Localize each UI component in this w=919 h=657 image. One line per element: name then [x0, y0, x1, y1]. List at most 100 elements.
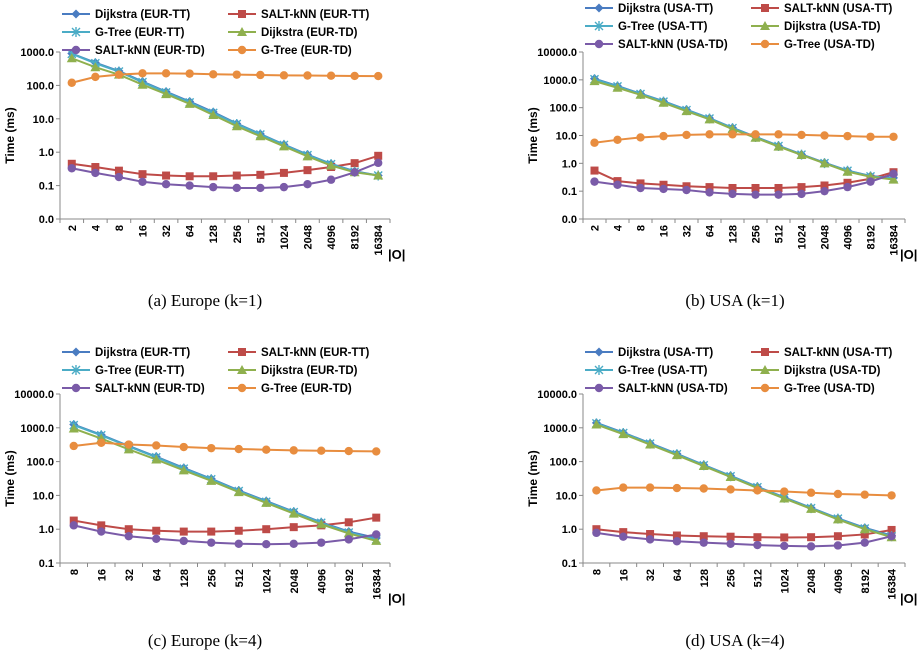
y-tick-label: 0.0: [39, 214, 54, 226]
legend-marker: [760, 383, 770, 393]
series-line: [596, 528, 892, 539]
legend-marker: [237, 27, 247, 36]
legend-label: SALT-kNN (USA-TD): [618, 39, 728, 51]
series-line: [73, 524, 377, 546]
x-tick-label: 4: [90, 224, 102, 231]
data-point: [138, 177, 147, 186]
data-point: [326, 160, 337, 170]
data-point: [279, 182, 289, 192]
data-point: [797, 130, 806, 140]
x-tick-label: 8: [636, 225, 648, 231]
data-point: [807, 533, 816, 542]
data-point: [618, 429, 629, 439]
data-point: [859, 524, 870, 534]
data-point: [372, 513, 381, 522]
data-point: [67, 78, 76, 87]
data-point: [303, 71, 312, 80]
data-point: [727, 124, 738, 134]
legend-label: SALT-kNN (EUR-TD): [95, 45, 205, 57]
legend-label: SALT-kNN (EUR-TT): [261, 9, 370, 21]
data-point: [612, 82, 623, 92]
data-point: [889, 132, 898, 141]
data-point: [161, 69, 171, 78]
y-tick-label: 1.0: [39, 147, 54, 159]
x-tick-label: 16: [618, 569, 630, 581]
data-point: [820, 181, 829, 190]
data-point: [262, 539, 271, 549]
data-point: [67, 164, 76, 173]
data-point: [820, 186, 829, 196]
x-tick-label: 8: [591, 569, 603, 575]
y-tick-label: 0.1: [562, 186, 577, 198]
x-tick-label: 32: [124, 569, 136, 581]
y-tick-label: 0.1: [39, 181, 54, 193]
legend-marker: [594, 347, 604, 357]
x-tick-label: 256: [232, 225, 244, 243]
legend-label: Dijkstra (USA-TT): [618, 3, 713, 15]
x-tick-label: 2048: [806, 569, 818, 593]
y-tick-label: 10000.0: [14, 389, 54, 401]
x-tick-label: 4096: [326, 225, 338, 249]
data-point: [344, 518, 353, 527]
series-line: [73, 427, 377, 542]
data-point: [797, 183, 806, 192]
panel-caption: (a) Europe (k=1): [148, 291, 262, 310]
series-3: [66, 53, 384, 180]
data-point: [326, 71, 336, 80]
y-axis-title: Time (ms): [526, 107, 540, 163]
legend-marker: [71, 383, 81, 393]
data-point: [209, 70, 218, 79]
data-point: [619, 483, 628, 492]
series-4: [592, 528, 896, 551]
legend-marker: [71, 365, 81, 375]
y-tick-label: 1.0: [39, 524, 54, 536]
x-tick-label: 8: [114, 225, 126, 231]
data-point: [234, 444, 243, 454]
data-point: [289, 446, 298, 455]
data-point: [591, 419, 602, 429]
data-point: [753, 533, 762, 542]
x-tick-label: 16: [96, 569, 108, 581]
legend-marker: [594, 365, 604, 375]
series-1: [69, 513, 381, 536]
data-point: [97, 521, 106, 530]
data-point: [726, 485, 735, 494]
data-point: [90, 62, 101, 72]
data-point: [372, 530, 381, 539]
x-tick-label: 32: [645, 569, 657, 581]
data-point: [806, 542, 816, 551]
series-line: [73, 424, 377, 541]
data-point: [725, 472, 736, 482]
data-point: [278, 141, 289, 151]
data-point: [374, 71, 383, 81]
data-point: [636, 133, 645, 142]
legend-marker: [71, 347, 81, 357]
data-point: [326, 175, 336, 184]
data-point: [645, 439, 656, 449]
data-point: [659, 180, 668, 189]
data-point: [372, 447, 381, 456]
data-point: [753, 540, 762, 550]
data-point: [234, 539, 243, 548]
data-point: [261, 497, 272, 507]
legend-marker: [237, 45, 247, 55]
data-point: [866, 132, 875, 141]
data-point: [255, 131, 266, 141]
chart-panel-1: 0.0 0.1 1.0 10.0 100.0 1000.0 10000.0 Time (ms)…: [526, 3, 917, 310]
series-4: [69, 521, 381, 549]
data-point: [303, 166, 312, 175]
data-point: [796, 149, 807, 159]
data-point: [672, 531, 681, 540]
data-point: [672, 483, 682, 493]
x-tick-label: 64: [185, 224, 197, 237]
x-tick-label: 8192: [350, 225, 362, 249]
data-point: [889, 169, 898, 179]
series-5: [590, 130, 898, 147]
series-3: [591, 419, 897, 542]
legend-marker: [71, 9, 81, 19]
legend-label: SALT-kNN (EUR-TT): [261, 347, 370, 359]
series-line: [73, 516, 377, 533]
data-point: [672, 537, 682, 546]
y-axis-title: Time (ms): [3, 107, 17, 163]
